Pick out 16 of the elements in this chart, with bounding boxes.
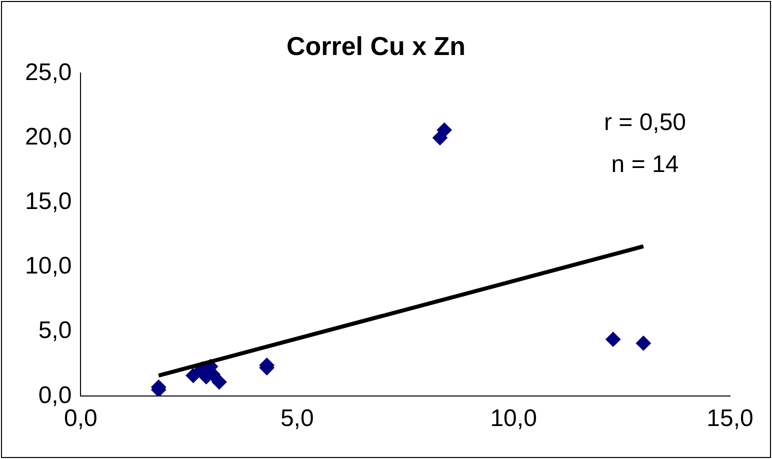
y-tick-label: 10,0 (24, 252, 72, 280)
y-tick-label: 5,0 (38, 317, 72, 344)
annotation: n = 14 (611, 150, 679, 178)
point (636, 336, 651, 351)
x-tick-label: 10,0 (490, 405, 537, 432)
x-tick-label: 5,0 (280, 405, 314, 432)
point (186, 368, 201, 384)
point (436, 122, 452, 138)
y-tick-label: 15,0 (24, 188, 72, 216)
annotation: r = 0,50 (604, 108, 686, 136)
x-tick-label: 15,0 (706, 405, 754, 432)
chart-title: Correl Cu x Zn (286, 30, 466, 61)
point (212, 374, 227, 390)
y-tick-label: 20,0 (24, 123, 72, 150)
y-tick-label: 25,0 (24, 58, 72, 86)
point (606, 332, 621, 347)
